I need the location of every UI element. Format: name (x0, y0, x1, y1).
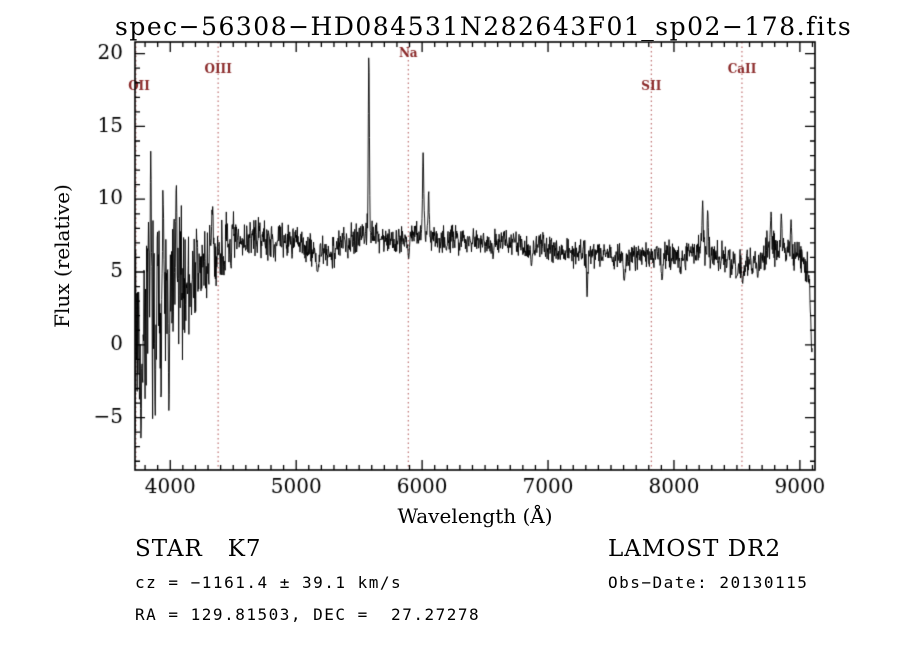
cz-text: cz = −1161.4 ± 39.1 km/s (135, 573, 403, 592)
x-axis-label: Wavelength (Å) (397, 504, 553, 528)
survey-text: LAMOST DR2 (608, 536, 782, 562)
classification-text: STAR K7 (135, 536, 262, 562)
y-axis-label: Flux (relative) (50, 184, 74, 328)
plot-title: spec−56308−HD084531N282643F01_sp02−178.f… (115, 12, 853, 41)
obs-date-text: Obs−Date: 20130115 (608, 573, 809, 592)
ra-dec-text: RA = 129.81503, DEC = 27.27278 (135, 605, 481, 624)
